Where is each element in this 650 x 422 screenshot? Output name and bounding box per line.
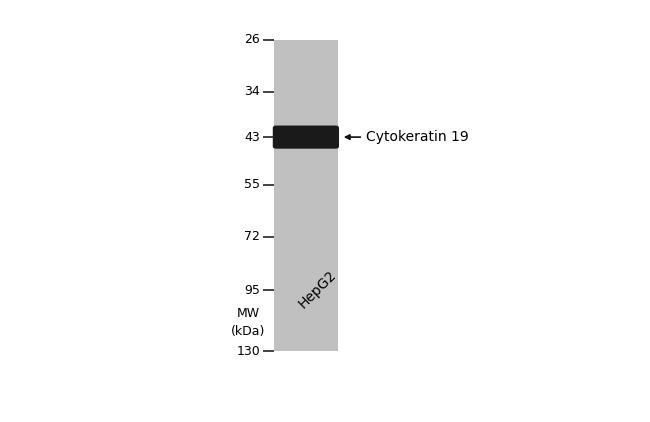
Bar (274, 40, 338, 351)
Text: Cytokeratin 19: Cytokeratin 19 (367, 130, 469, 144)
Text: 26: 26 (244, 33, 260, 46)
Text: 95: 95 (244, 284, 260, 297)
Text: 34: 34 (244, 85, 260, 98)
Text: 55: 55 (244, 178, 260, 191)
Text: (kDa): (kDa) (231, 325, 266, 338)
FancyBboxPatch shape (273, 125, 339, 149)
Text: 72: 72 (244, 230, 260, 243)
Text: MW: MW (237, 307, 260, 320)
Text: 43: 43 (244, 130, 260, 143)
Text: HepG2: HepG2 (296, 268, 339, 311)
Text: 130: 130 (237, 344, 260, 357)
